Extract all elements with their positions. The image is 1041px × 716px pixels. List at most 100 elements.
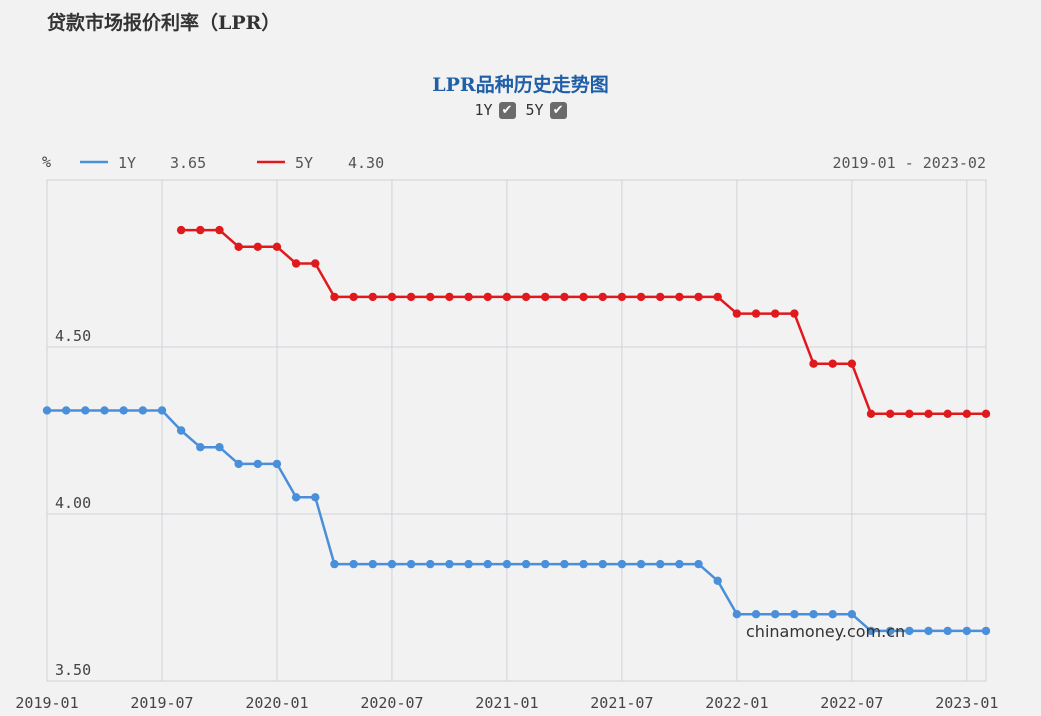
data-point[interactable] xyxy=(694,292,703,302)
data-point[interactable] xyxy=(924,626,933,636)
data-point[interactable] xyxy=(617,292,627,302)
data-point[interactable] xyxy=(196,443,205,452)
data-point[interactable] xyxy=(502,292,512,302)
data-point[interactable] xyxy=(483,292,492,302)
data-point[interactable] xyxy=(579,292,588,302)
data-point[interactable] xyxy=(502,559,512,569)
data-point[interactable] xyxy=(387,292,397,302)
data-point[interactable] xyxy=(790,610,799,619)
data-point[interactable] xyxy=(732,610,742,619)
data-point[interactable] xyxy=(809,359,818,368)
data-point[interactable] xyxy=(809,610,818,619)
data-point[interactable] xyxy=(42,406,52,415)
data-point[interactable] xyxy=(119,406,128,415)
data-point[interactable] xyxy=(291,493,301,502)
data-point[interactable] xyxy=(176,426,186,435)
data-point[interactable] xyxy=(138,406,148,415)
data-point[interactable] xyxy=(656,292,665,302)
data-point[interactable] xyxy=(291,259,301,268)
data-point[interactable] xyxy=(368,559,377,569)
axis-labels: 3.50 4.00 4.50 2019-01 2019-07 2020-01 2020-07… xyxy=(15,327,998,712)
data-point[interactable] xyxy=(943,409,952,418)
data-point[interactable] xyxy=(368,292,377,302)
data-point[interactable] xyxy=(866,409,876,418)
data-point[interactable] xyxy=(675,292,684,302)
data-point[interactable] xyxy=(215,443,224,452)
data-point[interactable] xyxy=(387,559,397,569)
data-point[interactable] xyxy=(732,309,742,318)
data-point[interactable] xyxy=(100,406,109,415)
plot-frame xyxy=(46,179,987,682)
checkbox-checked-icon[interactable]: ✔ xyxy=(549,101,567,119)
data-point[interactable] xyxy=(598,292,607,302)
data-point[interactable] xyxy=(234,459,243,469)
data-point[interactable] xyxy=(924,409,933,418)
toggle-5y[interactable]: 5Y ✔ xyxy=(526,101,567,119)
data-point[interactable] xyxy=(905,626,914,636)
toggle-1y[interactable]: 1Y ✔ xyxy=(474,101,516,119)
data-point[interactable] xyxy=(885,409,895,418)
data-point[interactable] xyxy=(215,225,224,235)
data-point[interactable] xyxy=(272,242,282,251)
data-point[interactable] xyxy=(81,406,90,415)
data-point[interactable] xyxy=(981,409,991,418)
data-point[interactable] xyxy=(176,225,186,235)
data-point[interactable] xyxy=(330,292,339,302)
data-point[interactable] xyxy=(771,610,780,619)
data-point[interactable] xyxy=(272,459,282,469)
data-point[interactable] xyxy=(675,559,684,569)
data-point[interactable] xyxy=(311,493,320,502)
data-point[interactable] xyxy=(866,626,876,636)
data-point[interactable] xyxy=(617,559,627,569)
data-point[interactable] xyxy=(426,559,435,569)
data-point[interactable] xyxy=(445,292,454,302)
data-point[interactable] xyxy=(636,292,646,302)
data-point[interactable] xyxy=(694,559,703,569)
series-line-1y xyxy=(47,409,986,633)
data-point[interactable] xyxy=(828,359,837,368)
data-point[interactable] xyxy=(464,292,473,302)
data-point[interactable] xyxy=(713,576,722,585)
data-point[interactable] xyxy=(521,559,531,569)
data-point[interactable] xyxy=(61,406,71,415)
data-point[interactable] xyxy=(349,292,358,302)
data-point[interactable] xyxy=(790,309,799,318)
data-point[interactable] xyxy=(541,292,550,302)
data-point[interactable] xyxy=(426,292,435,302)
data-point[interactable] xyxy=(157,406,167,415)
data-point[interactable] xyxy=(234,242,243,251)
data-point[interactable] xyxy=(713,292,722,302)
data-point[interactable] xyxy=(541,559,550,569)
data-point[interactable] xyxy=(330,559,339,569)
data-point[interactable] xyxy=(521,292,531,302)
data-point[interactable] xyxy=(847,359,857,368)
data-point[interactable] xyxy=(579,559,588,569)
data-point[interactable] xyxy=(828,610,837,619)
data-point[interactable] xyxy=(636,559,646,569)
data-point[interactable] xyxy=(905,409,914,418)
data-point[interactable] xyxy=(253,242,262,251)
data-point[interactable] xyxy=(847,610,857,619)
data-point[interactable] xyxy=(560,292,569,302)
data-point[interactable] xyxy=(445,559,454,569)
data-point[interactable] xyxy=(598,559,607,569)
data-point[interactable] xyxy=(253,459,262,469)
data-point[interactable] xyxy=(751,309,761,318)
data-point[interactable] xyxy=(349,559,358,569)
data-point[interactable] xyxy=(656,559,665,569)
data-point[interactable] xyxy=(885,626,895,636)
data-point[interactable] xyxy=(943,626,952,636)
data-point[interactable] xyxy=(483,559,492,569)
data-point[interactable] xyxy=(311,259,320,268)
data-point[interactable] xyxy=(962,409,972,418)
data-point[interactable] xyxy=(771,309,780,318)
data-point[interactable] xyxy=(406,292,416,302)
data-point[interactable] xyxy=(962,626,972,636)
data-point[interactable] xyxy=(560,559,569,569)
data-point[interactable] xyxy=(981,626,991,636)
data-point[interactable] xyxy=(751,610,761,619)
data-point[interactable] xyxy=(406,559,416,569)
data-point[interactable] xyxy=(464,559,473,569)
checkbox-checked-icon[interactable]: ✔ xyxy=(498,101,516,119)
data-point[interactable] xyxy=(196,225,205,235)
